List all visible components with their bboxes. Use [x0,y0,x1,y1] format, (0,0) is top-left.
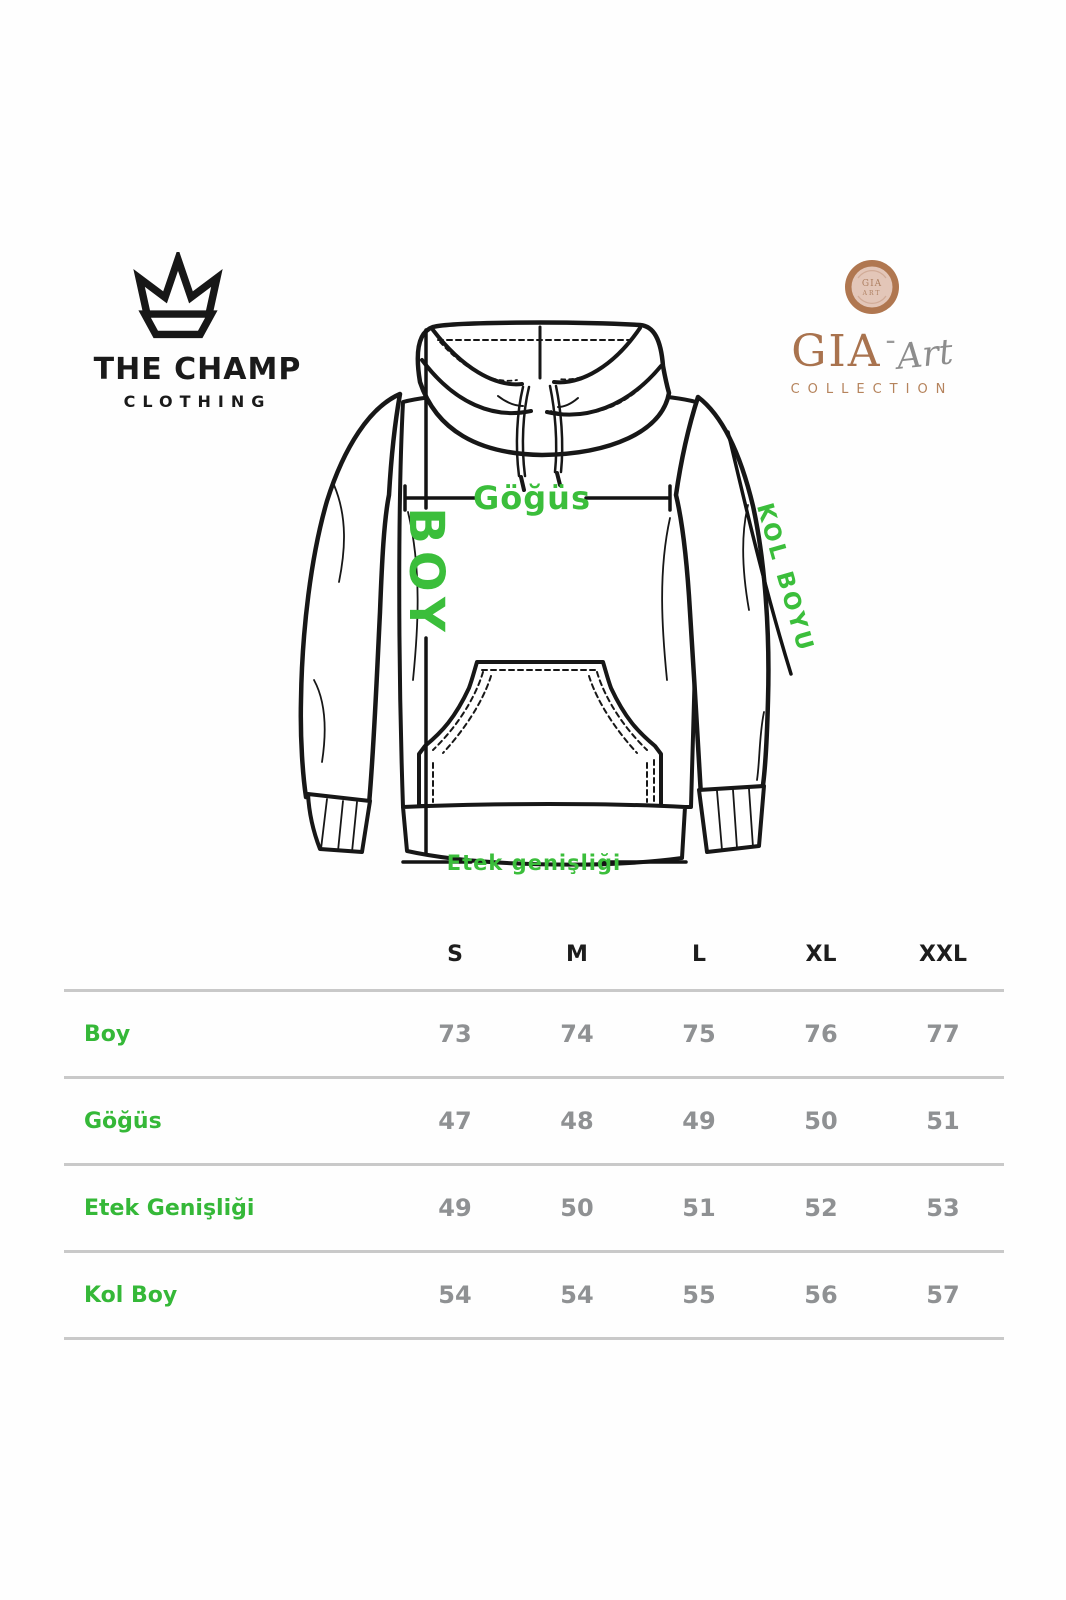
collection-name: GIA [791,326,882,377]
logo-dash: - [885,323,896,358]
label-length: BOY [398,507,454,638]
table-row: Etek Genişliği 49 50 51 52 53 [64,1164,1004,1253]
hoodie-diagram: Göğüs BOY KOL BOYU Etek genişliği [298,320,819,875]
size-value: 76 [760,990,882,1079]
size-value: 55 [638,1251,760,1340]
drawstrings [515,384,564,492]
size-value: 51 [882,1077,1004,1166]
column-header-xxl: XXL [882,926,1004,992]
row-label: Kol Boy [64,1251,394,1340]
size-value: 75 [638,990,760,1079]
hood [415,320,672,458]
gia-emblem-icon: GIA ART [845,260,899,314]
brand-logo: THE CHAMP CLOTHING [85,252,310,411]
collection-logo: GIA ART GIA -Art COLLECTION [766,256,978,397]
size-value: 54 [516,1251,638,1340]
size-value: 54 [394,1251,516,1340]
size-value: 49 [394,1164,516,1253]
row-label: Etek Genişliği [64,1164,394,1253]
brand-name: THE CHAMP [93,352,302,387]
size-value: 77 [882,990,1004,1079]
crown-icon [132,252,223,339]
table-row: Boy 73 74 75 76 77 [64,990,1004,1079]
size-value: 50 [760,1077,882,1166]
size-value: 50 [516,1164,638,1253]
measurement-lines [401,328,793,864]
collection-script: Art [894,332,955,378]
size-value: 73 [394,990,516,1079]
size-value: 53 [882,1164,1004,1253]
table-row: Göğüs 47 48 49 50 51 [64,1077,1004,1166]
size-value: 57 [882,1251,1004,1340]
column-header-m: M [516,926,638,992]
size-table-header-row: S M L XL XXL [64,926,1004,992]
size-value: 48 [516,1077,638,1166]
hem-band [401,802,687,867]
right-cuff [697,784,766,854]
row-label: Boy [64,990,394,1079]
svg-text:GIA: GIA [862,279,882,289]
size-table-body: Boy 73 74 75 76 77 Göğüs 47 48 49 50 51 Etek Genişli… [64,990,1004,1340]
collection-subtitle: COLLECTION [790,382,954,397]
sleeve-line [726,430,793,676]
size-value: 49 [638,1077,760,1166]
column-header-s: S [394,926,516,992]
table-corner-cell [64,926,394,992]
left-cuff [306,792,372,854]
size-value: 51 [638,1164,760,1253]
size-value: 74 [516,990,638,1079]
row-label: Göğüs [64,1077,394,1166]
brand-subtitle: CLOTHING [123,392,272,411]
size-table: S M L XL XXL Boy 73 74 75 76 77 Göğüs 47 48 49 50 51 Ete… [64,926,1004,1340]
size-value: 52 [760,1164,882,1253]
column-header-xl: XL [760,926,882,992]
hoodie-left-sleeve [298,391,403,807]
table-row: Kol Boy 54 54 55 56 57 [64,1251,1004,1340]
chest-line [403,484,672,512]
size-value: 56 [760,1251,882,1340]
svg-text:ART: ART [862,290,882,297]
column-header-l: L [638,926,760,992]
label-hem: Etek genişliği [447,851,621,875]
label-chest: Göğüs [473,479,591,517]
size-value: 47 [394,1077,516,1166]
